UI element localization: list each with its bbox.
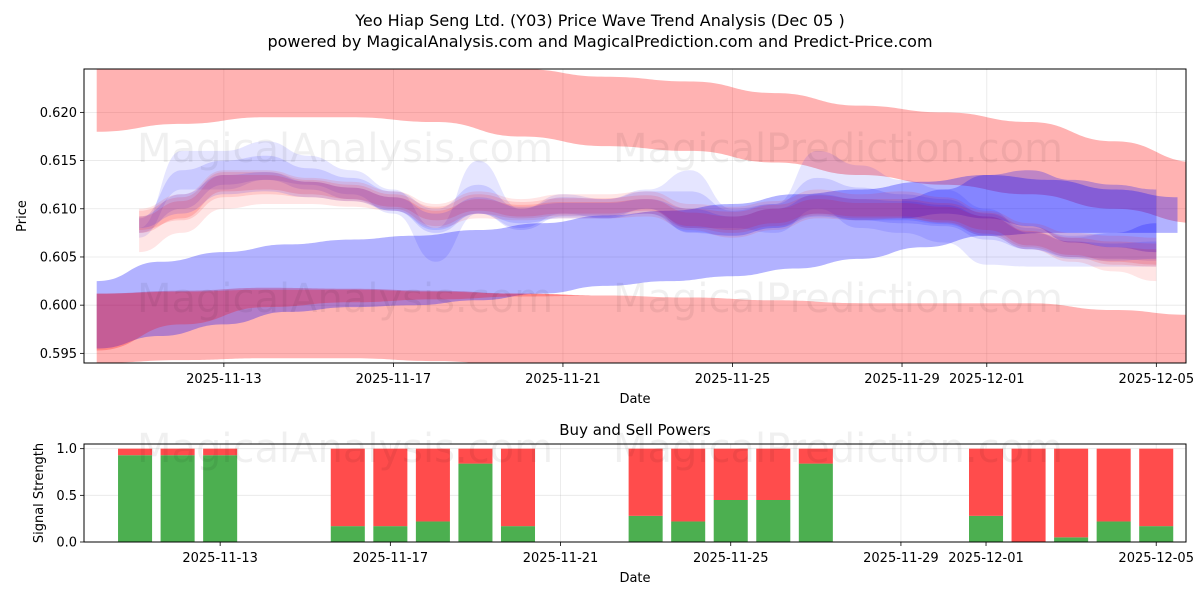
power-y-tick-label: 0.5 bbox=[56, 489, 77, 504]
price-axes: 2025-11-13 2025-11-17 2025-11-21 2025-11-25… bbox=[40, 106, 1194, 387]
sell-power-bar bbox=[798, 448, 833, 464]
price-y-tick-label: 0.605 bbox=[40, 250, 77, 265]
power-y-axis-label: Signal Strength bbox=[32, 443, 47, 543]
power-x-tick-label: 2025-11-13 bbox=[182, 551, 258, 566]
price-watermark-3: MagicalAnalysis.com bbox=[137, 276, 553, 322]
sell-power-bar bbox=[458, 448, 493, 464]
price-x-tick-label: 2025-11-25 bbox=[695, 372, 771, 387]
buy-power-bar bbox=[1096, 521, 1131, 542]
power-x-axis-label: Date bbox=[619, 571, 650, 586]
power-chart: Buy and Sell Powers MagicalAnalysis.com … bbox=[32, 421, 1194, 586]
price-wave-red bbox=[139, 172, 1157, 267]
sell-power-bar bbox=[203, 448, 238, 456]
power-watermark-1: MagicalAnalysis.com bbox=[137, 426, 553, 472]
price-watermark-4: MagicalPrediction.com bbox=[613, 276, 1063, 322]
buy-power-bar bbox=[628, 515, 663, 542]
price-wave-red bbox=[139, 170, 1157, 282]
price-band-red bbox=[96, 289, 606, 351]
sell-power-bar bbox=[1054, 448, 1089, 538]
price-band-red bbox=[96, 287, 1186, 363]
sell-power-bar bbox=[713, 448, 748, 500]
sell-power-bar bbox=[415, 448, 450, 522]
price-wave-blue bbox=[139, 141, 1157, 267]
price-band-blue bbox=[902, 170, 1157, 253]
buy-power-bar bbox=[118, 455, 153, 542]
price-grid bbox=[84, 69, 1186, 363]
power-x-tick-label: 2025-11-29 bbox=[863, 551, 939, 566]
sell-power-bar bbox=[160, 448, 195, 456]
buy-power-bar bbox=[1139, 526, 1174, 542]
sell-power-bar bbox=[1096, 448, 1131, 522]
sell-power-bar bbox=[671, 448, 706, 522]
price-y-tick-label: 0.595 bbox=[40, 347, 77, 362]
power-watermark-2: MagicalPrediction.com bbox=[613, 426, 1063, 472]
power-axes: 2025-11-13 2025-11-17 2025-11-21 2025-11-25… bbox=[56, 442, 1194, 566]
buy-power-bar bbox=[500, 526, 536, 542]
sell-power-bar bbox=[1011, 448, 1046, 542]
price-y-tick-label: 0.600 bbox=[40, 299, 77, 314]
buy-power-bar bbox=[203, 455, 238, 542]
buy-power-bar bbox=[713, 500, 748, 542]
price-watermark-1: MagicalAnalysis.com bbox=[137, 126, 553, 172]
price-x-tick-label: 2025-11-13 bbox=[186, 372, 262, 387]
power-chart-title: Buy and Sell Powers bbox=[559, 421, 711, 439]
price-wave-red bbox=[139, 175, 1157, 265]
price-wave-blue bbox=[139, 172, 1157, 261]
price-wave-blue bbox=[139, 155, 1157, 261]
price-watermark-2: MagicalPrediction.com bbox=[613, 126, 1063, 172]
power-y-tick-label: 1.0 bbox=[56, 442, 77, 457]
price-x-tick-label: 2025-12-05 bbox=[1119, 372, 1195, 387]
buy-power-bar bbox=[1054, 537, 1089, 542]
price-chart: MagicalAnalysis.com MagicalPrediction.co… bbox=[15, 68, 1194, 407]
price-plot-frame bbox=[83, 68, 1187, 364]
sell-power-bar bbox=[373, 448, 408, 527]
price-x-tick-label: 2025-12-01 bbox=[949, 372, 1025, 387]
price-x-tick-label: 2025-11-17 bbox=[356, 372, 432, 387]
price-band-blue bbox=[96, 175, 1178, 349]
sell-power-bar bbox=[756, 448, 791, 500]
price-y-tick-label: 0.620 bbox=[40, 106, 77, 121]
sell-power-bar bbox=[1139, 448, 1174, 527]
buy-power-bar bbox=[969, 515, 1004, 542]
sell-power-bar bbox=[969, 448, 1004, 516]
buy-power-bar bbox=[373, 526, 408, 542]
buy-power-bar bbox=[671, 521, 706, 542]
power-x-tick-label: 2025-11-21 bbox=[523, 551, 599, 566]
price-x-tick-label: 2025-11-21 bbox=[525, 372, 601, 387]
sell-power-bar bbox=[330, 448, 365, 527]
buy-power-bar bbox=[798, 463, 833, 542]
price-y-tick-label: 0.615 bbox=[40, 154, 77, 169]
price-y-tick-label: 0.610 bbox=[40, 202, 77, 217]
buy-power-bar bbox=[756, 500, 791, 542]
buy-power-bar bbox=[458, 463, 493, 542]
chart-title-line2: powered by MagicalAnalysis.com and Magic… bbox=[267, 32, 932, 51]
buy-power-bar bbox=[415, 521, 450, 542]
price-x-axis-label: Date bbox=[619, 392, 650, 407]
power-y-tick-label: 0.0 bbox=[56, 536, 77, 551]
sell-power-bar bbox=[500, 448, 536, 527]
power-bars bbox=[118, 448, 1174, 542]
price-y-axis-label: Price bbox=[15, 200, 30, 232]
power-x-tick-label: 2025-11-25 bbox=[693, 551, 769, 566]
power-x-tick-label: 2025-12-05 bbox=[1118, 551, 1194, 566]
buy-power-bar bbox=[160, 455, 195, 542]
sell-power-bar bbox=[628, 448, 663, 516]
price-x-tick-label: 2025-11-29 bbox=[864, 372, 940, 387]
power-plot-frame bbox=[83, 443, 1187, 543]
chart-title-line1: Yeo Hiap Seng Ltd. (Y03) Price Wave Tren… bbox=[354, 11, 844, 30]
power-x-tick-label: 2025-11-17 bbox=[353, 551, 429, 566]
sell-power-bar bbox=[118, 448, 153, 456]
price-bands bbox=[96, 69, 1186, 363]
buy-power-bar bbox=[330, 526, 365, 542]
power-x-tick-label: 2025-12-01 bbox=[948, 551, 1024, 566]
price-band-red bbox=[96, 69, 1186, 223]
